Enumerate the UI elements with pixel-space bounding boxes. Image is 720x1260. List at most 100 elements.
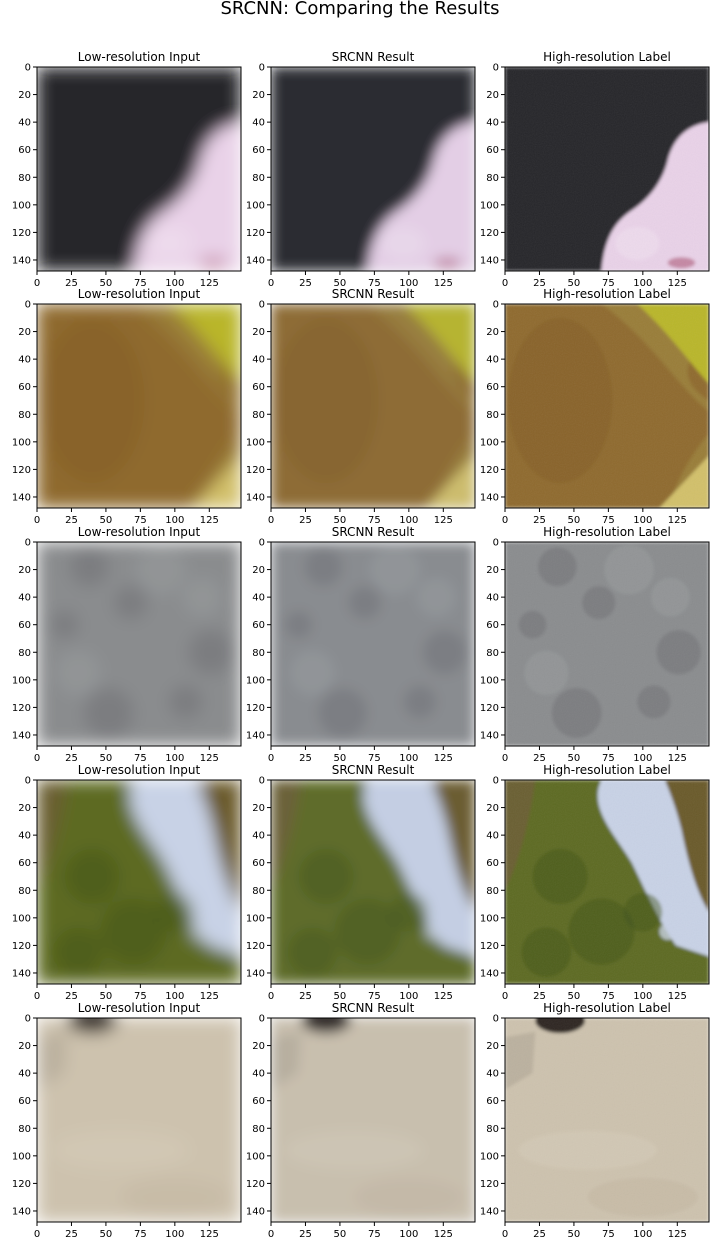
y-tick-label: 40 bbox=[252, 593, 265, 604]
y-tick-label: 80 bbox=[18, 648, 31, 659]
panel-image bbox=[271, 304, 475, 508]
y-tick-label: 20 bbox=[486, 1041, 499, 1052]
y-tick-label: 80 bbox=[252, 648, 265, 659]
y-tick-label: 0 bbox=[493, 300, 499, 311]
y-tick-label: 20 bbox=[252, 90, 265, 101]
x-tick-label: 25 bbox=[65, 278, 78, 289]
panel-title: SRCNN Result bbox=[332, 287, 415, 301]
x-tick-label: 125 bbox=[668, 515, 687, 526]
panel-image bbox=[505, 542, 709, 746]
y-tick-label: 40 bbox=[252, 831, 265, 842]
y-tick-label: 120 bbox=[480, 941, 499, 952]
panel-title: High-resolution Label bbox=[543, 1001, 671, 1015]
y-tick-label: 0 bbox=[25, 300, 31, 311]
y-tick-label: 40 bbox=[18, 355, 31, 366]
x-tick-label: 0 bbox=[34, 991, 40, 1002]
y-tick-label: 80 bbox=[486, 410, 499, 421]
x-tick-label: 100 bbox=[399, 278, 418, 289]
panel-image bbox=[271, 780, 475, 984]
panel-image bbox=[37, 542, 241, 746]
y-tick-label: 60 bbox=[18, 1096, 31, 1107]
panel-image bbox=[505, 67, 709, 271]
x-tick-label: 125 bbox=[200, 515, 219, 526]
x-tick-label: 50 bbox=[100, 991, 113, 1002]
y-tick-label: 140 bbox=[480, 492, 499, 503]
x-tick-label: 50 bbox=[568, 1229, 581, 1240]
x-tick-label: 50 bbox=[334, 991, 347, 1002]
panel-title: SRCNN Result bbox=[332, 1001, 415, 1015]
x-tick-label: 25 bbox=[533, 278, 546, 289]
y-tick-label: 140 bbox=[480, 730, 499, 741]
y-tick-label: 20 bbox=[18, 1041, 31, 1052]
x-tick-label: 50 bbox=[100, 753, 113, 764]
y-tick-label: 40 bbox=[18, 1069, 31, 1080]
x-tick-label: 75 bbox=[368, 1229, 381, 1240]
y-tick-label: 60 bbox=[486, 858, 499, 869]
x-tick-label: 0 bbox=[268, 991, 274, 1002]
x-tick-label: 25 bbox=[65, 1229, 78, 1240]
panel-image bbox=[505, 780, 709, 984]
x-tick-label: 125 bbox=[200, 278, 219, 289]
panel-title: High-resolution Label bbox=[543, 763, 671, 777]
panel-high-resolution-label: High-resolution Label 0 25 50 75 100 125 0 20 40 6… bbox=[480, 1001, 710, 1240]
axes-frame bbox=[504, 541, 710, 747]
x-tick-label: 125 bbox=[200, 991, 219, 1002]
y-tick-label: 40 bbox=[252, 118, 265, 129]
x-tick-label: 50 bbox=[334, 278, 347, 289]
y-tick-label: 80 bbox=[18, 1124, 31, 1135]
y-tick-label: 100 bbox=[12, 675, 31, 686]
panel-title: High-resolution Label bbox=[543, 525, 671, 539]
y-tick-label: 0 bbox=[259, 300, 265, 311]
x-tick-label: 50 bbox=[568, 753, 581, 764]
panel-title: Low-resolution Input bbox=[78, 287, 201, 301]
y-tick-label: 60 bbox=[18, 858, 31, 869]
axes-frame bbox=[270, 303, 476, 509]
x-tick-label: 125 bbox=[668, 991, 687, 1002]
panel-low-resolution-input: Low-resolution Input 0 25 50 75 100 125 0 20 40 60… bbox=[12, 287, 242, 526]
y-tick-label: 60 bbox=[252, 145, 265, 156]
x-tick-label: 125 bbox=[434, 991, 453, 1002]
axes-frame bbox=[36, 779, 242, 985]
y-tick-label: 0 bbox=[259, 538, 265, 549]
panel-image bbox=[37, 304, 241, 508]
y-tick-label: 140 bbox=[246, 968, 265, 979]
y-tick-label: 0 bbox=[259, 1014, 265, 1025]
panel-image bbox=[505, 304, 709, 508]
y-tick-label: 120 bbox=[480, 465, 499, 476]
y-tick-label: 20 bbox=[18, 327, 31, 338]
y-tick-label: 80 bbox=[252, 886, 265, 897]
x-tick-label: 100 bbox=[399, 753, 418, 764]
x-tick-label: 50 bbox=[568, 991, 581, 1002]
y-tick-label: 40 bbox=[486, 593, 499, 604]
x-tick-label: 100 bbox=[633, 753, 652, 764]
panel-title: Low-resolution Input bbox=[78, 50, 201, 64]
x-tick-label: 125 bbox=[668, 753, 687, 764]
x-tick-label: 25 bbox=[533, 1229, 546, 1240]
x-tick-label: 0 bbox=[268, 1229, 274, 1240]
y-tick-label: 80 bbox=[486, 1124, 499, 1135]
y-tick-label: 60 bbox=[486, 145, 499, 156]
y-tick-label: 100 bbox=[12, 437, 31, 448]
x-tick-label: 125 bbox=[200, 753, 219, 764]
x-tick-label: 25 bbox=[299, 753, 312, 764]
y-tick-label: 140 bbox=[480, 968, 499, 979]
x-tick-label: 75 bbox=[602, 753, 615, 764]
y-tick-label: 120 bbox=[480, 1179, 499, 1190]
y-tick-label: 100 bbox=[246, 437, 265, 448]
y-tick-label: 140 bbox=[12, 492, 31, 503]
panel-title: SRCNN Result bbox=[332, 763, 415, 777]
y-tick-label: 120 bbox=[246, 228, 265, 239]
y-tick-label: 80 bbox=[18, 410, 31, 421]
x-tick-label: 25 bbox=[533, 515, 546, 526]
y-tick-label: 120 bbox=[246, 1179, 265, 1190]
y-tick-label: 0 bbox=[493, 63, 499, 74]
panel-srcnn-result: SRCNN Result 0 25 50 75 100 125 0 20 40 60 80 100 120… bbox=[246, 525, 476, 764]
x-tick-label: 75 bbox=[134, 278, 147, 289]
x-tick-label: 125 bbox=[668, 278, 687, 289]
y-tick-label: 100 bbox=[12, 200, 31, 211]
panel-low-resolution-input: Low-resolution Input 0 25 50 75 100 125 0 20 40 60… bbox=[12, 525, 242, 764]
y-tick-label: 100 bbox=[246, 200, 265, 211]
y-tick-label: 20 bbox=[18, 565, 31, 576]
y-tick-label: 100 bbox=[480, 1151, 499, 1162]
